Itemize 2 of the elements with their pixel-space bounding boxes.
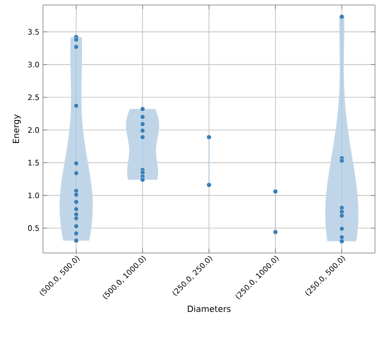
x-axis-title: Diameters [188, 305, 231, 312]
y-axis-title: Energy [12, 114, 21, 143]
